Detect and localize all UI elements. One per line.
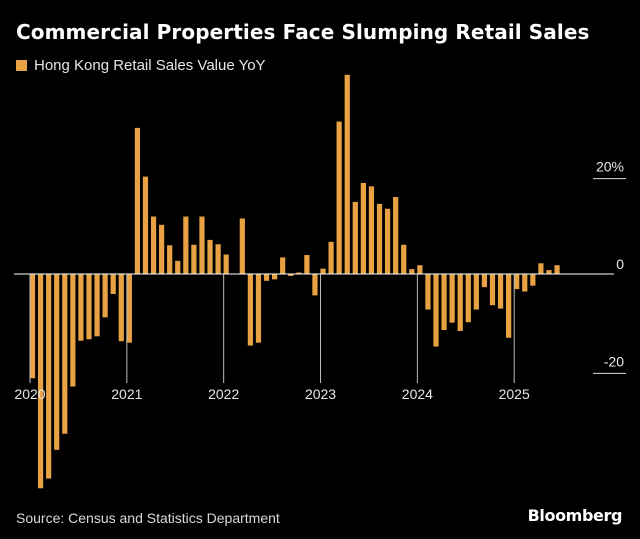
legend-swatch <box>16 60 27 71</box>
bar-2020-10 <box>102 274 108 318</box>
bar-2022-05 <box>255 274 262 343</box>
bar-2025-04 <box>538 263 544 274</box>
source-note: Source: Census and Statistics Department <box>16 510 280 526</box>
bar-2025-02 <box>522 274 528 292</box>
chart-title: Commercial Properties Face Slumping Reta… <box>16 20 590 44</box>
bar-2022-09 <box>288 274 294 276</box>
bar-2021-07 <box>175 260 181 274</box>
bar-2020-07 <box>78 274 84 341</box>
bar-2025-05 <box>546 270 552 274</box>
y-tick-label-20: 20% <box>596 159 624 175</box>
bar-2021-09 <box>191 244 197 274</box>
bar-2024-10 <box>489 274 496 306</box>
bar-2022-12 <box>312 274 318 296</box>
bar-2023-09 <box>384 208 391 274</box>
x-tick-label-2022: 2022 <box>208 386 239 402</box>
x-tick-label-2021: 2021 <box>111 386 142 402</box>
bar-2022-04 <box>247 274 253 346</box>
bar-2021-04 <box>150 216 157 274</box>
bar-2025-03 <box>530 274 536 286</box>
bar-2022-08 <box>280 257 286 274</box>
y-tick-label-0: 0 <box>616 256 624 272</box>
x-tick-label-2023: 2023 <box>305 386 336 402</box>
bar-2023-12 <box>409 269 415 274</box>
bar-2024-11 <box>497 274 504 309</box>
bar-2021-10 <box>199 216 205 274</box>
bar-2022-01 <box>223 254 229 274</box>
bar-2024-09 <box>481 274 488 288</box>
x-tick-label-2025: 2025 <box>499 386 530 402</box>
bar-2022-03 <box>239 218 245 274</box>
bar-2020-04 <box>54 274 60 450</box>
bar-2020-12 <box>118 274 124 342</box>
bar-2021-06 <box>167 245 173 274</box>
bar-2023-08 <box>376 203 383 274</box>
bar-2024-04 <box>441 274 447 330</box>
bar-2022-10 <box>296 272 302 274</box>
bar-2021-03 <box>142 176 149 274</box>
bar-2024-06 <box>457 274 463 331</box>
bar-2020-11 <box>110 274 116 294</box>
bar-2024-01 <box>417 265 423 274</box>
bar-2023-06 <box>360 182 366 274</box>
bar-2024-03 <box>433 274 439 347</box>
bar-2022-06 <box>263 274 270 281</box>
bar-2023-04 <box>344 74 350 274</box>
bar-2020-01 <box>29 274 36 379</box>
bar-2024-07 <box>465 274 471 323</box>
bar-2025-01 <box>514 274 520 290</box>
bar-2023-07 <box>368 186 375 274</box>
bar-2021-02 <box>134 127 141 275</box>
bar-2021-01 <box>126 274 132 343</box>
x-tick-label-2020: 2020 <box>14 386 45 402</box>
bar-2023-02 <box>328 241 334 274</box>
bar-2021-12 <box>215 244 221 274</box>
bar-2023-03 <box>336 121 342 274</box>
legend: Hong Kong Retail Sales Value YoY <box>16 57 266 74</box>
bar-2023-10 <box>393 197 399 274</box>
bar-2021-08 <box>183 216 189 274</box>
bar-2021-11 <box>207 239 213 274</box>
bar-2023-05 <box>352 201 358 274</box>
bloomberg-logo: Bloomberg <box>527 506 623 525</box>
bar-2024-05 <box>449 274 455 323</box>
bar-2025-06 <box>554 265 560 274</box>
bar-2023-01 <box>320 268 326 274</box>
bar-2020-03 <box>46 274 52 479</box>
bar-2021-05 <box>159 224 165 274</box>
bar-2024-08 <box>473 274 479 310</box>
bar-2020-08 <box>86 274 92 340</box>
bar-2024-12 <box>506 274 512 338</box>
x-tick-label-2024: 2024 <box>402 386 433 402</box>
y-tick-label--20: -20 <box>604 353 624 369</box>
bar-2020-06 <box>70 274 76 387</box>
bar-2022-11 <box>304 255 310 274</box>
bar-2023-11 <box>401 244 407 274</box>
bar-2020-05 <box>62 274 68 434</box>
bar-2024-02 <box>425 274 431 310</box>
bar-2020-09 <box>94 274 100 337</box>
legend-label: Hong Kong Retail Sales Value YoY <box>34 57 266 74</box>
bar-2020-02 <box>37 274 44 489</box>
bar-2022-07 <box>272 274 278 280</box>
